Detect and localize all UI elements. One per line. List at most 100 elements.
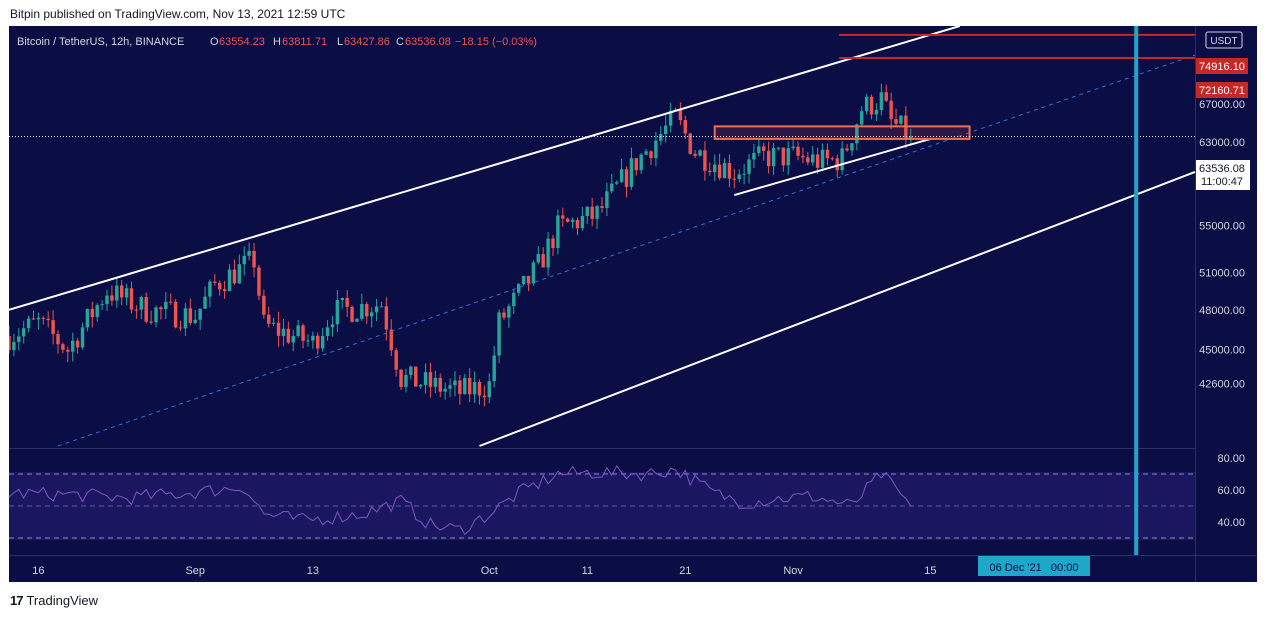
candle-body	[110, 295, 114, 301]
candle	[365, 301, 369, 324]
candle-body	[183, 308, 188, 329]
candle	[551, 234, 555, 256]
chart-canvas[interactable]: 42600.00 45000.00 48000.00 51000.00 55000.00…	[7, 25, 1257, 582]
channel-upper-line	[8, 25, 961, 311]
candle	[815, 147, 820, 174]
candle	[737, 169, 741, 183]
candle	[100, 300, 104, 310]
candle	[453, 371, 457, 397]
candle	[884, 84, 888, 103]
candle	[169, 293, 173, 305]
candle	[531, 260, 536, 286]
candle-body	[144, 297, 148, 322]
candle	[242, 246, 246, 276]
candle-body	[394, 350, 398, 370]
candle-body	[855, 124, 859, 144]
chart-frame[interactable]: 42600.00 45000.00 48000.00 51000.00 55000.00…	[7, 25, 1257, 582]
candle-body	[262, 295, 266, 315]
candle	[742, 164, 746, 185]
candle-body	[296, 325, 300, 336]
candle-body	[75, 340, 80, 348]
price-axis[interactable]: 42600.00 45000.00 48000.00 51000.00 55000.00…	[1199, 63, 1245, 529]
candle	[663, 115, 668, 143]
legend-change: −18.15 (−0.03%)	[455, 36, 537, 48]
time-axis[interactable]: 16 Sep 13 Oct 11 21 Nov 15	[32, 565, 936, 577]
candle	[448, 378, 452, 397]
candle	[404, 368, 408, 393]
candle-body	[56, 334, 60, 345]
candle-body	[605, 191, 609, 208]
candle-body	[536, 254, 541, 263]
candle	[796, 141, 800, 161]
candle-body	[213, 281, 217, 283]
candle-body	[565, 218, 570, 222]
candle	[536, 246, 541, 265]
y-tick-label: 63000.00	[1199, 137, 1245, 149]
countdown-label: 11:00:47	[1201, 176, 1243, 188]
candle-body	[428, 372, 433, 387]
candle-body	[595, 206, 599, 219]
candle-body	[874, 109, 879, 115]
legend-high: 63811.71	[282, 36, 327, 48]
candle-body	[541, 254, 545, 268]
candle-body	[909, 136, 913, 139]
candle-body	[7, 336, 11, 351]
candle-body	[154, 307, 158, 323]
candle-body	[815, 154, 820, 168]
candle	[355, 317, 359, 322]
channel-lower-line	[479, 171, 1196, 447]
candle-body	[806, 157, 810, 163]
candle-body	[663, 125, 668, 135]
candle	[850, 142, 854, 156]
candle	[580, 207, 585, 231]
candle-body	[845, 148, 849, 151]
candle	[257, 264, 261, 301]
x-tick-label: 13	[307, 565, 319, 577]
candle-body	[482, 395, 487, 398]
x-tick-label: 16	[32, 565, 44, 577]
candle-body	[688, 133, 692, 154]
candle-body	[276, 322, 281, 336]
candle-body	[791, 146, 795, 149]
candle-body	[850, 143, 854, 151]
candle-body	[438, 377, 442, 392]
candle-body	[281, 328, 286, 336]
candle	[311, 331, 315, 349]
candle	[389, 319, 393, 356]
y-tick-label: 48000.00	[1199, 305, 1245, 317]
tradingview-logo-icon: 17	[10, 593, 24, 608]
candle-body	[173, 301, 178, 328]
candle	[252, 242, 256, 278]
candle	[286, 321, 291, 345]
candle-body	[531, 262, 536, 284]
candle-body	[124, 288, 129, 298]
candle	[463, 374, 467, 395]
candle-body	[668, 110, 673, 126]
candle	[51, 310, 55, 345]
candle-body	[335, 300, 340, 325]
candle	[541, 247, 545, 268]
candle-body	[41, 317, 46, 319]
candle-body	[708, 170, 712, 173]
candle-body	[252, 250, 256, 268]
candle	[418, 383, 423, 390]
candle-body	[12, 341, 16, 351]
candle-body	[629, 158, 634, 187]
candle-body	[51, 320, 55, 335]
candle-body	[384, 306, 389, 330]
candle	[561, 207, 565, 227]
currency-badge-box[interactable]	[1205, 31, 1243, 49]
candle-body	[477, 382, 482, 396]
candle	[889, 92, 893, 130]
candle-body	[864, 96, 869, 112]
rsi-tick-label: 40.00	[1217, 517, 1245, 529]
tradingview-logo[interactable]: 17 TradingView	[10, 593, 98, 608]
candle	[80, 322, 85, 350]
candle-body	[497, 312, 501, 356]
candle	[649, 150, 653, 166]
x-tick-label: 15	[924, 565, 936, 577]
x-tick-label: Nov	[783, 565, 803, 577]
candle	[271, 318, 276, 327]
candle-body	[203, 296, 207, 309]
candle-body	[786, 148, 790, 166]
